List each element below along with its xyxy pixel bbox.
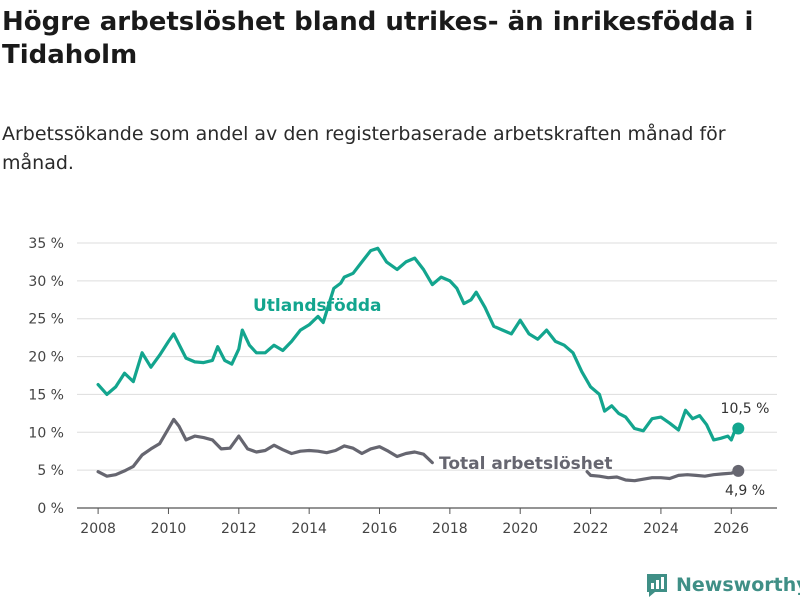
chart-subtitle: Arbetssökande som andel av den registerb… xyxy=(2,123,726,174)
chart-labels: Utlandsfödda Total arbetslöshet 10,5 % 4,9 … xyxy=(253,296,769,499)
x-tick-label: 2012 xyxy=(221,521,257,537)
y-tick-label: 10 % xyxy=(28,425,64,441)
utlandsfodda-series-label: Utlandsfödda xyxy=(253,296,382,316)
y-tick-label: 35 % xyxy=(28,236,64,252)
chart-title: Högre arbetslöshet bland utrikes- än inr… xyxy=(2,7,754,70)
y-tick-label: 0 % xyxy=(37,501,64,517)
y-tick-label: 15 % xyxy=(28,387,64,403)
y-tick-label: 30 % xyxy=(28,274,64,290)
x-tick-label: 2016 xyxy=(362,521,398,537)
x-tick-label: 2026 xyxy=(713,521,749,537)
utlandsfodda-line xyxy=(96,246,740,442)
total-arbetsloshet-line xyxy=(585,469,740,483)
y-tick-label: 25 % xyxy=(28,312,64,328)
x-tick-label: 2014 xyxy=(291,521,327,537)
x-tick-label: 2022 xyxy=(573,521,609,537)
y-tick-label: 20 % xyxy=(28,350,64,366)
x-tick-label: 2024 xyxy=(643,521,679,537)
x-tick-label: 2010 xyxy=(151,521,187,537)
total-arbetsloshet-line xyxy=(96,417,434,478)
total-end-value: 4,9 % xyxy=(725,483,765,499)
gridlines xyxy=(77,242,777,509)
y-tick-label: 5 % xyxy=(37,463,64,479)
utlandsfodda-end-value: 10,5 % xyxy=(721,401,770,417)
axes: 0 % 5 % 10 % 15 % 20 % 25 % 30 % 35 % 2008 2010 20… xyxy=(28,236,749,537)
x-tick-label: 2020 xyxy=(502,521,538,537)
utlandsfodda-end-point xyxy=(732,422,745,435)
x-tick-label: 2018 xyxy=(432,521,468,537)
brand-name: Newsworthy xyxy=(676,574,800,596)
total-series-label: Total arbetslöshet xyxy=(439,454,613,474)
x-tick-label: 2008 xyxy=(80,521,116,537)
total-end-point xyxy=(732,464,745,477)
unemployment-line-chart: 0 % 5 % 10 % 15 % 20 % 25 % 30 % 35 % 2008 2010 20… xyxy=(28,236,777,537)
newsworthy-logo-icon xyxy=(647,574,667,597)
series-lines xyxy=(96,246,745,483)
newsworthy-brand: Newsworthy xyxy=(644,570,800,600)
